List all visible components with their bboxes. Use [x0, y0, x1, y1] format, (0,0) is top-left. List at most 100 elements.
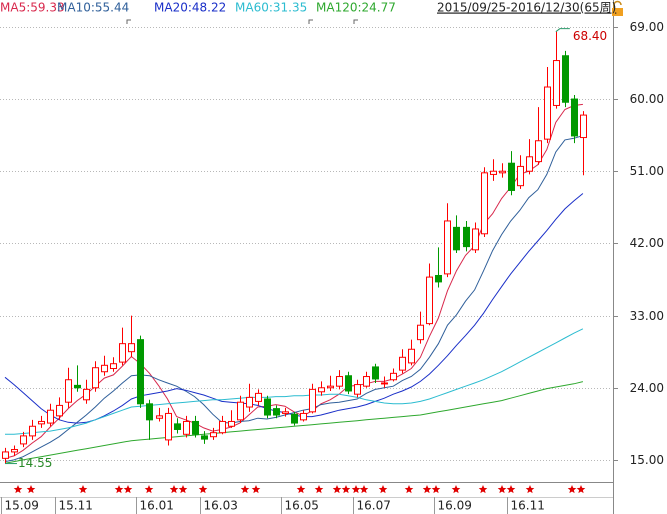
candle-body [47, 409, 54, 424]
candle-body [463, 226, 470, 248]
candle-body [562, 55, 569, 103]
candle-body [499, 170, 506, 174]
x-tick-label: 15.09 [5, 499, 39, 513]
candle-body [408, 348, 415, 364]
min-label: 14.55 [18, 456, 52, 470]
candle-body [264, 398, 271, 416]
x-tick-label: 16.09 [438, 499, 472, 513]
candle-body [535, 140, 542, 163]
candle-body [246, 396, 253, 408]
event-star [506, 485, 516, 494]
candle-body [56, 404, 63, 417]
candle-body [119, 343, 126, 363]
event-star [314, 485, 324, 494]
legend-entry: MA120:24.77 [316, 1, 396, 15]
candle-body [146, 403, 153, 421]
candle-body [426, 276, 433, 325]
event-star [576, 485, 586, 494]
candle-body [327, 385, 334, 389]
candle-body [201, 435, 208, 440]
event-star [378, 485, 388, 494]
lock-body [612, 8, 623, 16]
candle-body [210, 432, 217, 438]
event-star [251, 485, 261, 494]
candle-body [110, 363, 117, 370]
candle-body [165, 412, 172, 441]
candle-body [444, 220, 451, 275]
event-star [341, 485, 351, 494]
candle-body [417, 324, 424, 341]
candle-body [174, 423, 181, 430]
candle-body [291, 413, 298, 424]
event-star [404, 485, 414, 494]
event-star [567, 485, 577, 494]
candle-body [192, 420, 199, 435]
event-star [123, 485, 133, 494]
candle-body [38, 420, 45, 425]
candle-body [273, 408, 280, 416]
y-tick-label: 15.00 [630, 453, 664, 467]
candle-body [526, 156, 533, 172]
candle-body [571, 98, 578, 137]
event-star [478, 485, 488, 494]
event-star [332, 485, 342, 494]
y-tick-label: 60.00 [630, 92, 664, 106]
legend-entry: MA10:55.44 [57, 1, 129, 15]
candle-body [372, 366, 379, 380]
x-tick-label: 15.11 [59, 499, 93, 513]
event-star [422, 485, 432, 494]
candle-body [354, 384, 361, 395]
candle-body [517, 165, 524, 187]
max-pointer [555, 28, 570, 33]
event-star [351, 485, 361, 494]
candle-body [318, 387, 325, 393]
candle-body [20, 435, 27, 445]
y-tick-label: 51.00 [630, 164, 664, 178]
candle-body [65, 379, 72, 403]
candle-body [435, 274, 442, 283]
candle-body [2, 451, 9, 459]
event-star [178, 485, 188, 494]
x-tick-label: 16.01 [140, 499, 174, 513]
event-star [114, 485, 124, 494]
candle-body [481, 172, 488, 235]
candle-body [101, 364, 108, 373]
candle-body [553, 60, 560, 106]
candle-body [29, 425, 36, 437]
candle-body [336, 376, 343, 387]
candle-body [83, 388, 90, 401]
candle-body [219, 420, 226, 434]
event-star [13, 485, 23, 494]
candle-body [345, 375, 352, 392]
candle-body [156, 415, 163, 419]
event-star [525, 485, 535, 494]
candle-body [255, 392, 262, 402]
candle-body [11, 449, 18, 453]
candle-body [399, 356, 406, 371]
candle-body [128, 343, 135, 353]
event-star [169, 485, 179, 494]
y-tick-label: 42.00 [630, 236, 664, 250]
x-tick-label: 16.03 [204, 499, 238, 513]
candle-body [544, 86, 551, 140]
candle-body [282, 411, 289, 414]
y-tick-label: 24.00 [630, 381, 664, 395]
candle-body [381, 382, 388, 385]
ma-line [4, 381, 584, 464]
event-star [451, 485, 461, 494]
candle-body [92, 367, 99, 389]
event-star [198, 485, 208, 494]
x-tick-label: 16.05 [285, 499, 319, 513]
event-star [431, 485, 441, 494]
candle-body [309, 388, 316, 413]
candle-body [228, 420, 235, 427]
candle-body [490, 170, 497, 175]
ma-line [5, 328, 584, 435]
lock-shackle [613, 0, 622, 8]
date-range: 2015/09/25-2016/12/30(65周) [437, 1, 616, 15]
max-label: 68.40 [573, 29, 607, 43]
event-star [26, 485, 36, 494]
candle-body [580, 114, 587, 139]
candle-body [300, 412, 307, 421]
